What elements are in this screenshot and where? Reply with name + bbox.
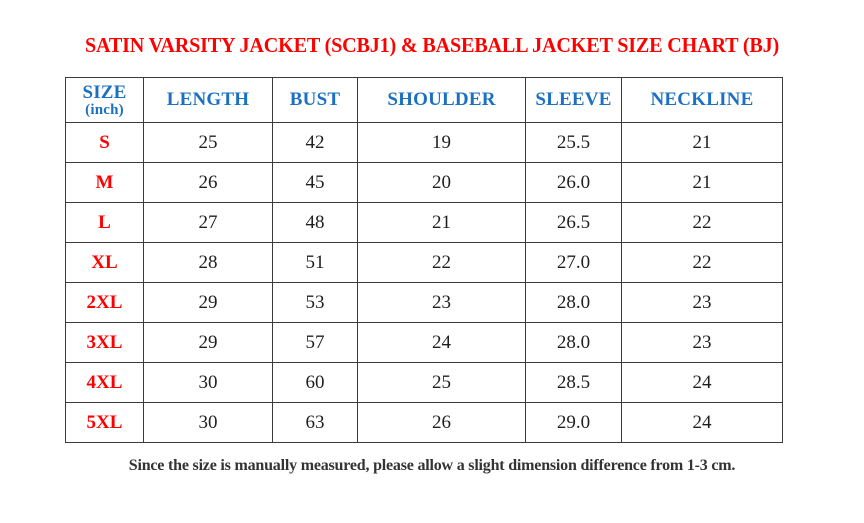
shoulder-cell: 26 [357, 402, 526, 443]
size-cell: 5XL [65, 402, 144, 443]
sleeve-cell: 27.0 [525, 242, 622, 283]
length-cell: 25 [143, 122, 273, 163]
sleeve-cell: 29.0 [525, 402, 622, 443]
length-cell: 30 [143, 362, 273, 403]
size-cell: S [65, 122, 144, 163]
header-size-label: SIZE [82, 81, 127, 103]
header-size: SIZE (inch) [65, 77, 144, 123]
size-cell: L [65, 202, 144, 243]
shoulder-cell: 25 [357, 362, 526, 403]
table-row: S 25 42 19 25.5 21 [65, 122, 783, 163]
sleeve-cell: 28.0 [525, 282, 622, 323]
neckline-cell: 22 [621, 242, 783, 283]
header-shoulder: SHOULDER [357, 77, 526, 123]
length-cell: 29 [143, 322, 273, 363]
table-row: 3XL 29 57 24 28.0 23 [65, 322, 783, 363]
table-row: M 26 45 20 26.0 21 [65, 162, 783, 203]
neckline-cell: 23 [621, 282, 783, 323]
neckline-cell: 22 [621, 202, 783, 243]
header-length: LENGTH [143, 77, 273, 123]
length-cell: 27 [143, 202, 273, 243]
bust-cell: 53 [272, 282, 358, 323]
shoulder-cell: 22 [357, 242, 526, 283]
header-row: SIZE (inch) LENGTH BUST SHOULDER SLEEVE … [65, 77, 783, 123]
length-cell: 29 [143, 282, 273, 323]
size-chart-table: SIZE (inch) LENGTH BUST SHOULDER SLEEVE … [65, 77, 783, 443]
shoulder-cell: 21 [357, 202, 526, 243]
sleeve-cell: 25.5 [525, 122, 622, 163]
table-row: 5XL 30 63 26 29.0 24 [65, 402, 783, 443]
length-cell: 30 [143, 402, 273, 443]
length-cell: 26 [143, 162, 273, 203]
bust-cell: 63 [272, 402, 358, 443]
measurement-footnote: Since the size is manually measured, ple… [128, 457, 736, 474]
neckline-cell: 21 [621, 122, 783, 163]
header-size-unit: (inch) [85, 101, 124, 118]
neckline-cell: 24 [621, 402, 783, 443]
neckline-cell: 24 [621, 362, 783, 403]
sleeve-cell: 28.5 [525, 362, 622, 403]
table-row: 4XL 30 60 25 28.5 24 [65, 362, 783, 403]
table-row: 2XL 29 53 23 28.0 23 [65, 282, 783, 323]
size-cell: XL [65, 242, 144, 283]
shoulder-cell: 23 [357, 282, 526, 323]
header-sleeve: SLEEVE [525, 77, 622, 123]
shoulder-cell: 19 [357, 122, 526, 163]
sleeve-cell: 26.0 [525, 162, 622, 203]
shoulder-cell: 24 [357, 322, 526, 363]
bust-cell: 51 [272, 242, 358, 283]
sleeve-cell: 26.5 [525, 202, 622, 243]
page-title: SATIN VARSITY JACKET (SCBJ1) & BASEBALL … [84, 33, 780, 57]
neckline-cell: 23 [621, 322, 783, 363]
header-bust: BUST [272, 77, 358, 123]
size-cell: M [65, 162, 144, 203]
header-neckline: NECKLINE [621, 77, 783, 123]
size-cell: 2XL [65, 282, 144, 323]
table-row: L 27 48 21 26.5 22 [65, 202, 783, 243]
neckline-cell: 21 [621, 162, 783, 203]
size-cell: 3XL [65, 322, 144, 363]
sleeve-cell: 28.0 [525, 322, 622, 363]
size-cell: 4XL [65, 362, 144, 403]
bust-cell: 42 [272, 122, 358, 163]
bust-cell: 45 [272, 162, 358, 203]
shoulder-cell: 20 [357, 162, 526, 203]
bust-cell: 60 [272, 362, 358, 403]
bust-cell: 57 [272, 322, 358, 363]
length-cell: 28 [143, 242, 273, 283]
bust-cell: 48 [272, 202, 358, 243]
table-row: XL 28 51 22 27.0 22 [65, 242, 783, 283]
